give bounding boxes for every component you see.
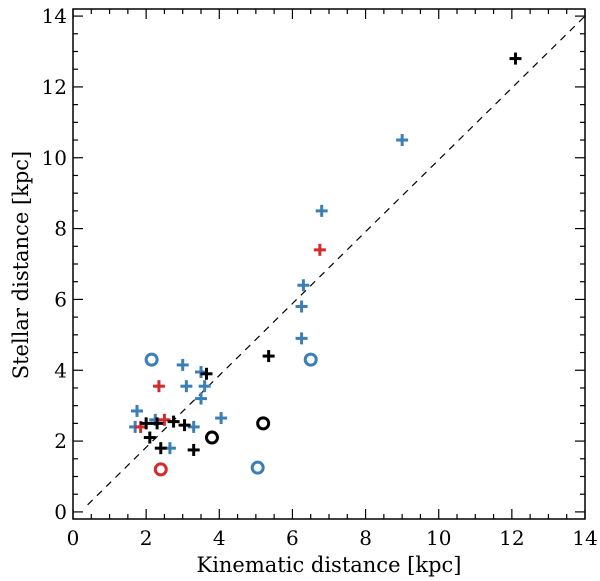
- x-tick-label: 12: [499, 526, 524, 550]
- plus-marker: [158, 413, 171, 426]
- plot-frame: [72, 8, 586, 520]
- plus-marker: [396, 134, 409, 147]
- plus-marker: [195, 392, 207, 405]
- x-tick-label: 14: [572, 526, 597, 550]
- y-tick-label: 4: [54, 358, 67, 382]
- x-tick-label: 4: [213, 526, 226, 550]
- y-tick-label: 14: [42, 4, 67, 28]
- plus-marker: [178, 419, 191, 432]
- plus-marker: [187, 443, 200, 456]
- y-tick-label: 2: [54, 429, 67, 453]
- x-axis-label: Kinematic distance [kpc]: [197, 553, 462, 577]
- plus-marker: [131, 404, 143, 417]
- x-tick-label: 10: [426, 526, 451, 550]
- y-axis-label: Stellar distance [kpc]: [9, 151, 33, 380]
- plus-marker: [200, 367, 213, 380]
- data-points: [129, 52, 522, 477]
- plus-marker: [315, 204, 328, 217]
- y-tick-label: 12: [42, 75, 67, 99]
- plus-marker: [262, 350, 275, 363]
- y-tick-labels: 0 2 4 6 8 10 12 14: [42, 4, 67, 524]
- x-tick-label: 8: [359, 526, 372, 550]
- plus-marker: [152, 380, 165, 393]
- circle-marker: [204, 430, 219, 445]
- identity-dashed-line: [87, 15, 586, 506]
- axis-ticks: [72, 9, 586, 519]
- y-tick-label: 0: [54, 500, 67, 524]
- x-tick-label: 6: [286, 526, 299, 550]
- circle-marker: [256, 416, 271, 431]
- circle-marker: [153, 462, 168, 477]
- plus-marker: [180, 380, 193, 393]
- plus-marker: [313, 243, 326, 256]
- circle-marker: [144, 352, 159, 367]
- x-tick-label: 0: [67, 526, 80, 550]
- plus-marker: [143, 431, 156, 444]
- plus-marker: [198, 380, 211, 393]
- plus-marker: [151, 417, 164, 430]
- x-tick-label: 2: [140, 526, 153, 550]
- plus-marker: [167, 415, 180, 428]
- y-tick-label: 10: [42, 146, 67, 170]
- circle-marker: [250, 460, 265, 475]
- plus-marker: [509, 52, 522, 65]
- plus-marker: [176, 358, 189, 371]
- plus-marker: [154, 442, 167, 455]
- plus-marker: [295, 332, 308, 345]
- y-tick-label: 6: [54, 287, 67, 311]
- plus-marker: [187, 420, 200, 433]
- plus-marker: [295, 300, 308, 313]
- plus-marker: [297, 279, 310, 292]
- y-tick-label: 8: [54, 217, 67, 241]
- plus-marker: [215, 412, 228, 425]
- plus-marker: [140, 417, 153, 430]
- x-tick-labels: 0 2 4 6 8 10 12 14: [67, 526, 598, 550]
- circle-marker: [303, 352, 318, 367]
